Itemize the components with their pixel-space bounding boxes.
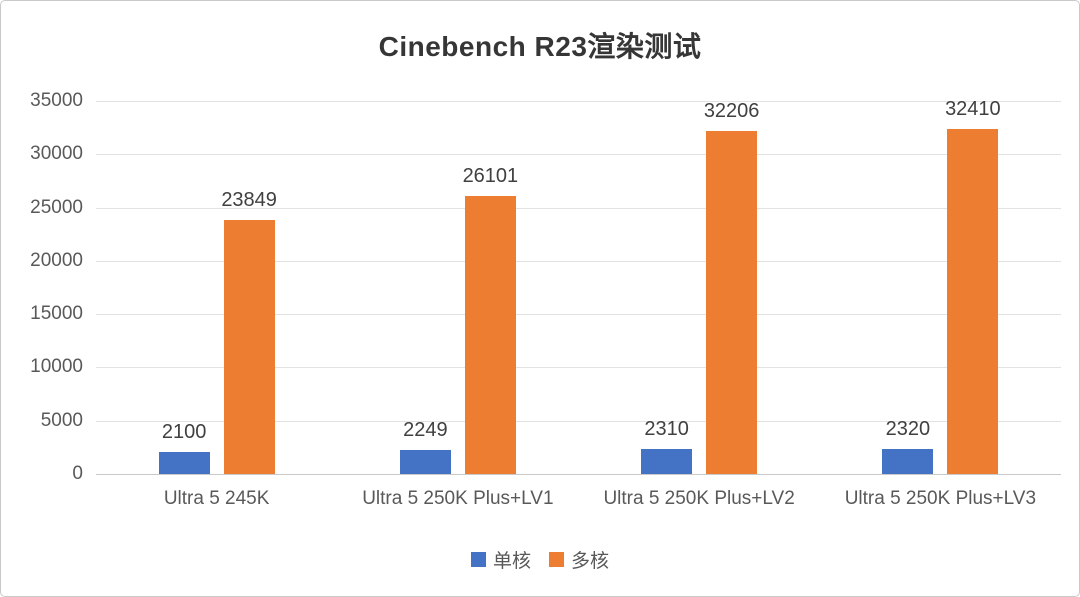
bar-single-core — [399, 450, 451, 474]
y-tick-label: 20000 — [30, 249, 83, 271]
legend-swatch-icon — [549, 552, 564, 567]
bar-value-label: 2320 — [885, 418, 931, 441]
bar-value-label: 23849 — [221, 188, 277, 211]
bar-value-label: 26101 — [462, 164, 519, 187]
y-gridline — [96, 154, 1061, 156]
y-gridline — [96, 314, 1061, 316]
y-tick-label: 10000 — [30, 356, 83, 378]
legend-item-multi-core: 多核 — [549, 546, 609, 573]
bar-value-label: 2100 — [161, 420, 207, 443]
x-category-label: Ultra 5 245K — [163, 488, 270, 509]
bar-multi-core — [947, 128, 999, 474]
bar-value-label: 32206 — [703, 99, 760, 122]
y-gridline — [96, 260, 1061, 262]
x-category-label: Ultra 5 250K Plus+LV3 — [844, 488, 1037, 509]
bar-value-label: 2249 — [403, 419, 448, 442]
y-gridline — [96, 207, 1061, 209]
y-tick-label: 0 — [72, 463, 83, 484]
bar-single-core — [641, 449, 693, 474]
bar-value-label: 2310 — [644, 418, 689, 441]
x-category-label: Ultra 5 250K Plus+LV1 — [362, 488, 554, 509]
bar-multi-core — [706, 130, 758, 474]
y-tick-label: 25000 — [30, 196, 83, 218]
legend-swatch-icon — [470, 552, 486, 567]
y-gridline — [96, 420, 1061, 422]
y-gridline — [96, 367, 1061, 369]
x-axis-line — [96, 474, 1061, 475]
bar-single-core — [882, 449, 934, 474]
y-tick-label: 35000 — [30, 90, 83, 111]
y-tick-label: 15000 — [30, 303, 83, 325]
y-tick-label: 30000 — [30, 143, 83, 165]
y-tick-label: 5000 — [40, 409, 83, 431]
bar-multi-core — [464, 195, 516, 474]
chart-title: Cinebench R23渲染测试 — [378, 31, 702, 62]
bar-value-label: 32410 — [945, 97, 1001, 120]
legend-label: 单核 — [492, 551, 531, 572]
legend: 单核 多核 — [1, 546, 1079, 573]
legend-label: 多核 — [571, 551, 610, 572]
y-gridline — [96, 101, 1061, 102]
bar-single-core — [158, 451, 210, 474]
x-category-label: Ultra 5 250K Plus+LV2 — [603, 488, 795, 509]
bar-multi-core — [223, 219, 275, 474]
legend-item-single-core: 单核 — [470, 546, 531, 573]
